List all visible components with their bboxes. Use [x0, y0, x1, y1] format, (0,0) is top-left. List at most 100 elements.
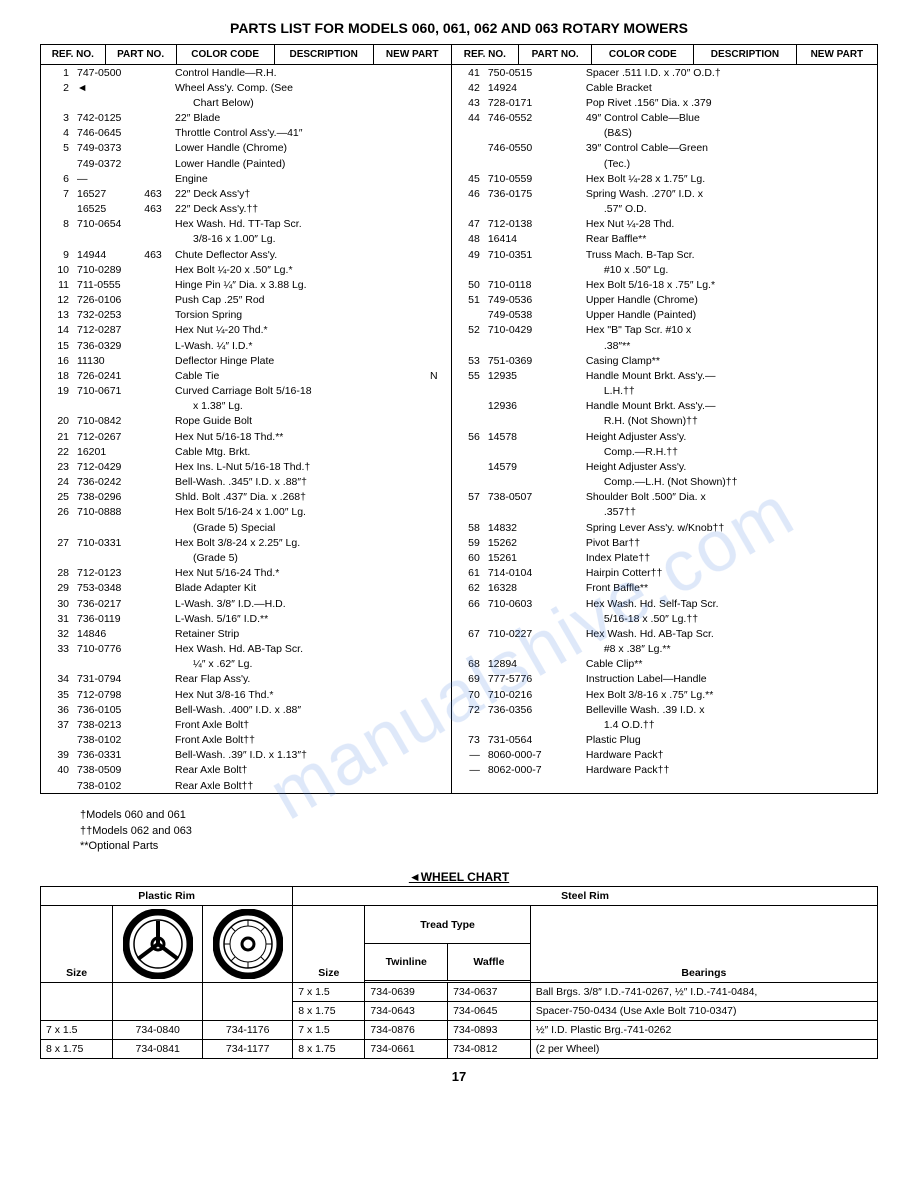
- table-row: 8710-0654Hex Wash. Hd. TT-Tap Scr.: [41, 217, 451, 232]
- note-2: ††Models 062 and 063: [80, 824, 878, 839]
- table-row: (Tec.): [452, 156, 877, 171]
- tread-type-header: Tread Type: [365, 906, 530, 944]
- table-row: 44746-055249″ Control Cable—Blue: [452, 111, 877, 126]
- waffle-header: Waffle: [448, 943, 531, 981]
- steel-size-r1: 8 x 1.75: [293, 1002, 365, 1021]
- table-row: Comp.—R.H.††: [452, 444, 877, 459]
- table-row: 6812894Cable Clip**: [452, 657, 877, 672]
- table-row: 37738-0213Front Axle Bolt†: [41, 717, 451, 732]
- table-row: Comp.—L.H. (Not Shown)††: [452, 475, 877, 490]
- table-row: 24736-0242Bell-Wash. .345″ I.D. x .88″†: [41, 475, 451, 490]
- table-row: 51749-0536Upper Handle (Chrome): [452, 293, 877, 308]
- table-row: 3214846Retainer Strip: [41, 626, 451, 641]
- table-row: 73731-0564Plastic Plug: [452, 733, 877, 748]
- table-row: 749-0538Upper Handle (Painted): [452, 308, 877, 323]
- table-row: 46736-0175Spring Wash. .270″ I.D. x: [452, 186, 877, 201]
- table-row: 45710-0559Hex Bolt ¼-28 x 1.75″ Lg.: [452, 171, 877, 186]
- header-desc-2: DESCRIPTION: [694, 45, 797, 65]
- table-row: L.H.††: [452, 384, 877, 399]
- table-row: .357††: [452, 505, 877, 520]
- bearings-r3: (2 per Wheel): [530, 1040, 877, 1059]
- table-row: 12726-0106Push Cap .25″ Rod: [41, 293, 451, 308]
- table-row: 15736-0329L-Wash. ¼″ I.D.*: [41, 338, 451, 353]
- twinline-r0: 734-0639: [365, 983, 448, 1002]
- table-row: 14712-0287Hex Nut ¼-20 Thd.*: [41, 323, 451, 338]
- wheel-icon-spoke: [123, 909, 193, 979]
- twinline-r2: 734-0876: [365, 1021, 448, 1040]
- table-row: 5/16-18 x .50″ Lg.††: [452, 611, 877, 626]
- plastic-b-r0: 734-1176: [203, 1021, 293, 1040]
- table-row: 50710-0118Hex Bolt 5/16-18 x .75″ Lg.*: [452, 277, 877, 292]
- table-row: 72736-0356Belleville Wash. .39 I.D. x: [452, 702, 877, 717]
- table-row: —8060-000-7Hardware Pack†: [452, 748, 877, 763]
- table-row: 746-055039″ Control Cable—Green: [452, 141, 877, 156]
- page-title: PARTS LIST FOR MODELS 060, 061, 062 AND …: [40, 20, 878, 36]
- bearings-r1: Spacer-750-0434 (Use Axle Bolt 710-0347): [530, 1002, 877, 1021]
- twinline-header: Twinline: [365, 943, 448, 981]
- table-row: 4214924Cable Bracket: [452, 80, 877, 95]
- table-row: 11711-0555Hinge Pin ¼″ Dia. x 3.88 Lg.: [41, 277, 451, 292]
- table-row: 28712-0123Hex Nut 5/16-24 Thd.*: [41, 566, 451, 581]
- table-row: 30736-0217L-Wash. 3/8″ I.D.—H.D.: [41, 596, 451, 611]
- plastic-size-r0: 7 x 1.5: [41, 1021, 113, 1040]
- waffle-r0: 734-0637: [448, 983, 531, 1002]
- table-row: 36736-0105Bell-Wash. .400″ I.D. x .88″: [41, 702, 451, 717]
- table-row: 61714-0104Hairpin Cotter††: [452, 566, 877, 581]
- header-new: NEW PART: [373, 45, 451, 65]
- table-row: 20710-0842Rope Guide Bolt: [41, 414, 451, 429]
- table-row: 5512935Handle Mount Brkt. Ass'y.—: [452, 368, 877, 383]
- table-row: 47712-0138Hex Nut ¼-28 Thd.: [452, 217, 877, 232]
- table-row: 53751-0369Casing Clamp**: [452, 353, 877, 368]
- table-row: 1652546322″ Deck Ass'y.††: [41, 202, 451, 217]
- table-row: 1.4 O.D.††: [452, 717, 877, 732]
- table-row: ¼″ x .62″ Lg.: [41, 657, 451, 672]
- bearings-header: Bearings: [530, 906, 877, 983]
- waffle-r2: 734-0893: [448, 1021, 531, 1040]
- table-row: .57″ O.D.: [452, 202, 877, 217]
- table-row: 39736-0331Bell-Wash. .39″ I.D. x 1.13″†: [41, 748, 451, 763]
- table-row: 14579Height Adjuster Ass'y.: [452, 459, 877, 474]
- steel-rim-header: Steel Rim: [293, 887, 878, 906]
- plastic-rim-header: Plastic Rim: [41, 887, 293, 906]
- plastic-a-r0: 734-0840: [113, 1021, 203, 1040]
- table-row: 25738-0296Shld. Bolt .437″ Dia. x .268†: [41, 490, 451, 505]
- table-row: 4816414Rear Baffle**: [452, 232, 877, 247]
- waffle-r1: 734-0645: [448, 1002, 531, 1021]
- bearings-r0: Ball Brgs. 3/8″ I.D.-741-0267, ½″ I.D.-7…: [530, 983, 877, 1002]
- table-row: 35712-0798Hex Nut 3/8-16 Thd.*: [41, 687, 451, 702]
- table-row: #10 x .50″ Lg.: [452, 262, 877, 277]
- table-row: 52710-0429Hex "B" Tap Scr. #10 x: [452, 323, 877, 338]
- table-row: 4746-0645Throttle Control Ass'y.—41″: [41, 126, 451, 141]
- table-row: 66710-0603Hex Wash. Hd. Self-Tap Scr.: [452, 596, 877, 611]
- note-1: †Models 060 and 061: [80, 808, 878, 823]
- twinline-r3: 734-0661: [365, 1040, 448, 1059]
- table-row: 5614578Height Adjuster Ass'y.: [452, 429, 877, 444]
- bearings-r2: ½″ I.D. Plastic Brg.-741-0262: [530, 1021, 877, 1040]
- table-row: 12936Handle Mount Brkt. Ass'y.—: [452, 399, 877, 414]
- table-row: (Grade 5) Special: [41, 520, 451, 535]
- table-row: 19710-0671Curved Carriage Bolt 5/16-18: [41, 384, 451, 399]
- table-row: 6—Engine: [41, 171, 451, 186]
- table-row: 3/8-16 x 1.00″ Lg.: [41, 232, 451, 247]
- header-partno-2: PART NO.: [518, 45, 592, 65]
- table-row: 57738-0507Shoulder Bolt .500″ Dia. x: [452, 490, 877, 505]
- waffle-r3: 734-0812: [448, 1040, 531, 1059]
- steel-size-header: Size: [293, 906, 365, 983]
- table-row: 3742-012522″ Blade: [41, 111, 451, 126]
- table-row: 5749-0373Lower Handle (Chrome): [41, 141, 451, 156]
- right-parts-body: 41750-0515Spacer .511 I.D. x .70″ O.D.†4…: [452, 65, 877, 778]
- header-color-2: COLOR CODE: [592, 45, 694, 65]
- table-row: 31736-0119L-Wash. 5/16″ I.D.**: [41, 611, 451, 626]
- plastic-b-r1: 734-1177: [203, 1040, 293, 1059]
- table-row: 21712-0267Hex Nut 5/16-18 Thd.**: [41, 429, 451, 444]
- table-row: 13732-0253Torsion Spring: [41, 308, 451, 323]
- table-row: 29753-0348Blade Adapter Kit: [41, 581, 451, 596]
- wheel-icon-solid: [213, 909, 283, 979]
- page-number: 17: [40, 1069, 878, 1084]
- table-row: 5814832Spring Lever Ass'y. w/Knob††: [452, 520, 877, 535]
- table-row: 33710-0776Hex Wash. Hd. AB-Tap Scr.: [41, 642, 451, 657]
- table-row: —8062-000-7Hardware Pack††: [452, 763, 877, 778]
- header-ref: REF. NO.: [41, 45, 106, 65]
- table-row: (Grade 5): [41, 551, 451, 566]
- table-row: 27710-0331Hex Bolt 3/8-24 x 2.25″ Lg.: [41, 535, 451, 550]
